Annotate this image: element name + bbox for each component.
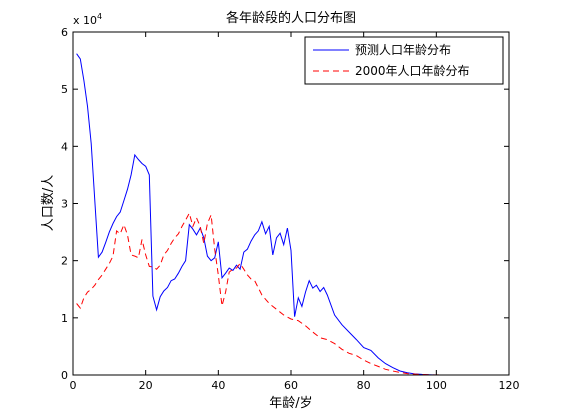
y-exponent-base: x 10 <box>73 14 97 27</box>
y-tick-label: 3 <box>61 198 68 211</box>
x-tick-label: 40 <box>211 379 225 392</box>
legend-label-2000: 2000年人口年龄分布 <box>355 64 470 78</box>
y-exponent-label: x 104 <box>73 12 102 27</box>
y-tick-label: 2 <box>61 255 68 268</box>
y-exponent-power: 4 <box>97 12 102 21</box>
x-tick-label: 100 <box>426 379 447 392</box>
y-tick-label: 6 <box>61 26 68 39</box>
y-tick-label: 1 <box>61 312 68 325</box>
y-axis-label: 人口数/人 <box>41 175 56 231</box>
tick-layer: 0 20 40 60 80 100 120 0 1 2 3 4 5 6 <box>61 26 520 392</box>
x-tick-label: 80 <box>357 379 371 392</box>
x-tick-label: 120 <box>499 379 520 392</box>
series-line-predicted <box>76 53 437 376</box>
chart-title: 各年龄段的人口分布图 <box>226 10 356 26</box>
legend-box <box>304 36 504 85</box>
y-tick-label: 0 <box>61 369 68 382</box>
y-tick-label: 4 <box>61 140 68 153</box>
legend: 预测人口年龄分布 2000年人口年龄分布 <box>304 36 504 85</box>
plot-background <box>73 32 509 375</box>
legend-label-predicted: 预测人口年龄分布 <box>355 43 451 57</box>
x-tick-label: 60 <box>284 379 298 392</box>
series-layer <box>76 53 444 376</box>
x-tick-label: 20 <box>139 379 153 392</box>
series-line-2000 <box>76 211 444 376</box>
x-tick-label: 0 <box>70 379 77 392</box>
x-axis-label: 年龄/岁 <box>269 396 312 411</box>
y-tick-label: 5 <box>61 83 68 96</box>
